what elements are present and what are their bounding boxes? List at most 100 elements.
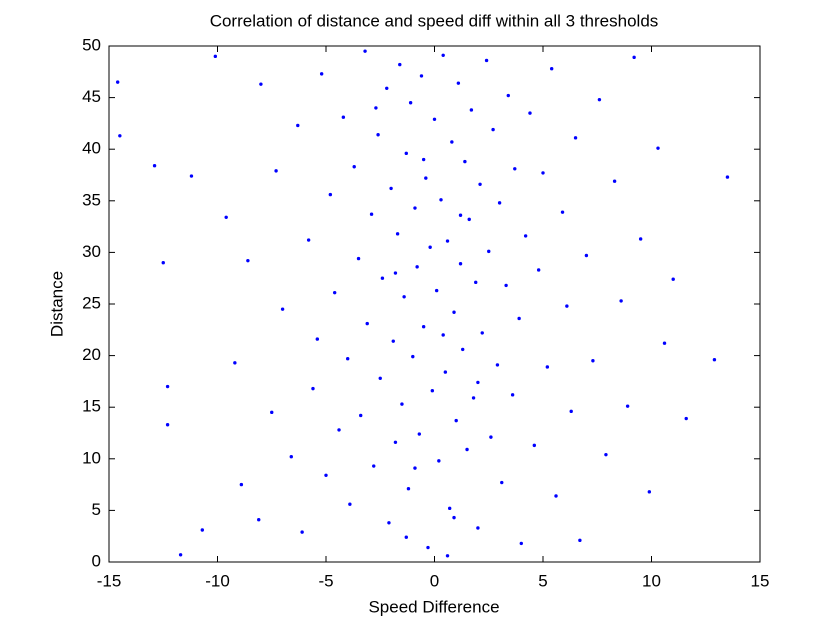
point <box>274 169 278 173</box>
point <box>428 245 432 249</box>
point <box>625 404 630 408</box>
point <box>549 67 554 71</box>
point <box>257 517 261 522</box>
point <box>413 206 417 210</box>
point <box>497 201 502 205</box>
point <box>306 238 311 242</box>
point <box>489 435 493 439</box>
point <box>161 261 165 265</box>
point <box>441 333 445 337</box>
point <box>467 217 471 222</box>
point <box>341 115 346 119</box>
point <box>398 62 402 67</box>
y-axis-label: Distance <box>47 271 66 337</box>
x-axis-label: Speed Difference <box>368 597 499 616</box>
point <box>465 447 469 452</box>
point <box>437 459 441 463</box>
x-tick-label: 10 <box>642 571 661 590</box>
point <box>413 466 417 470</box>
point <box>315 337 320 341</box>
point <box>411 354 415 359</box>
point <box>165 423 170 427</box>
point <box>189 174 194 178</box>
point <box>352 165 356 169</box>
point <box>500 480 504 485</box>
point <box>597 97 602 102</box>
point <box>484 58 489 63</box>
point <box>684 416 688 421</box>
point <box>200 528 205 532</box>
point <box>476 526 480 530</box>
point <box>296 123 300 128</box>
x-tick-label: 5 <box>538 571 547 590</box>
point <box>491 127 495 132</box>
point <box>289 455 293 459</box>
point <box>415 265 419 269</box>
point <box>591 359 595 363</box>
point <box>604 452 608 457</box>
point <box>324 473 328 478</box>
point <box>432 117 437 121</box>
y-tick-label: 5 <box>92 500 101 519</box>
x-tick-label: 15 <box>751 571 770 590</box>
point <box>441 53 445 57</box>
point <box>454 418 458 423</box>
point <box>632 55 636 60</box>
point <box>346 356 350 361</box>
point <box>239 482 244 487</box>
point <box>443 370 448 374</box>
point <box>469 108 474 112</box>
point <box>463 159 467 164</box>
point <box>450 140 454 144</box>
point <box>565 304 569 308</box>
point <box>532 443 537 448</box>
point <box>393 440 398 444</box>
point <box>656 146 660 150</box>
point <box>517 316 521 321</box>
y-tick-label: 30 <box>82 242 101 261</box>
point <box>712 358 717 362</box>
point <box>224 215 228 220</box>
point <box>461 347 465 352</box>
point <box>389 186 393 191</box>
point <box>165 384 170 389</box>
point <box>523 234 528 238</box>
point <box>376 133 380 137</box>
y-tick-label: 25 <box>82 293 101 312</box>
point <box>662 341 667 345</box>
point <box>328 192 333 197</box>
x-tick-label: 0 <box>430 571 439 590</box>
point <box>115 80 120 84</box>
point <box>510 393 515 397</box>
point <box>478 182 482 186</box>
point <box>421 325 426 329</box>
point <box>458 213 463 217</box>
point <box>725 175 730 179</box>
point <box>456 81 461 85</box>
point <box>152 164 157 168</box>
plot-area <box>108 45 761 563</box>
point <box>395 232 400 236</box>
point <box>560 210 565 214</box>
point <box>584 253 589 258</box>
point <box>445 239 450 243</box>
point <box>545 365 550 369</box>
point <box>513 167 517 171</box>
point <box>426 545 430 550</box>
point <box>439 198 443 202</box>
y-tick-label: 15 <box>82 397 101 416</box>
point <box>569 409 573 414</box>
chart-title: Correlation of distance and speed diff w… <box>210 11 659 30</box>
point <box>404 151 408 156</box>
point <box>400 402 404 406</box>
point <box>495 363 500 367</box>
point <box>419 74 424 78</box>
point <box>356 256 361 261</box>
point <box>612 179 617 183</box>
y-tick-label: 35 <box>82 190 101 209</box>
point <box>319 72 324 76</box>
x-tick-label: -5 <box>318 571 333 590</box>
point <box>447 506 452 511</box>
point <box>365 321 369 326</box>
